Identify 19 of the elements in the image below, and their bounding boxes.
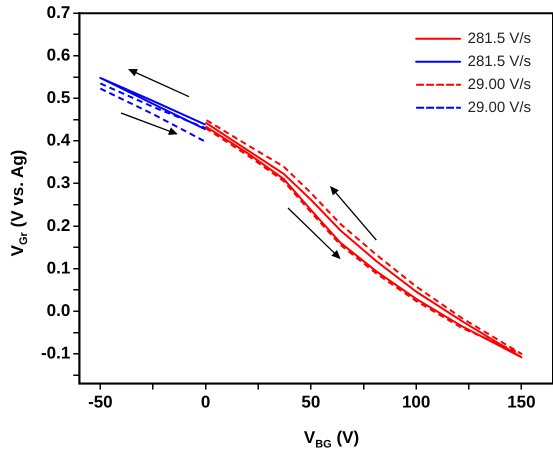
y-tick-label: 0.3 xyxy=(46,173,70,192)
y-tick-label: 0.5 xyxy=(46,88,70,108)
legend-label: 29.00 V/s xyxy=(468,76,532,93)
y-tick-label: 0.6 xyxy=(46,45,70,64)
x-tick-label: 0 xyxy=(200,392,210,412)
x-tick-label: 50 xyxy=(301,392,320,412)
y-tick-label: 0.2 xyxy=(46,216,70,235)
legend-label: 29.00 V/s xyxy=(468,98,532,116)
legend-label: 281.5 V/s xyxy=(468,30,532,47)
legend-label: 281.5 V/s xyxy=(468,52,532,70)
y-tick-label: -0.1 xyxy=(40,343,70,362)
y-tick-label: 0.4 xyxy=(46,130,71,150)
x-tick-label: 150 xyxy=(507,392,536,412)
y-tick-label: 0.0 xyxy=(46,300,70,320)
y-tick-label: 0.1 xyxy=(46,258,70,278)
x-tick-label: 100 xyxy=(402,392,430,412)
x-tick-label: -50 xyxy=(88,392,113,412)
y-tick-label: 0.7 xyxy=(46,2,70,22)
x-axis-title: V$_{BG}$ (V) xyxy=(302,428,360,450)
